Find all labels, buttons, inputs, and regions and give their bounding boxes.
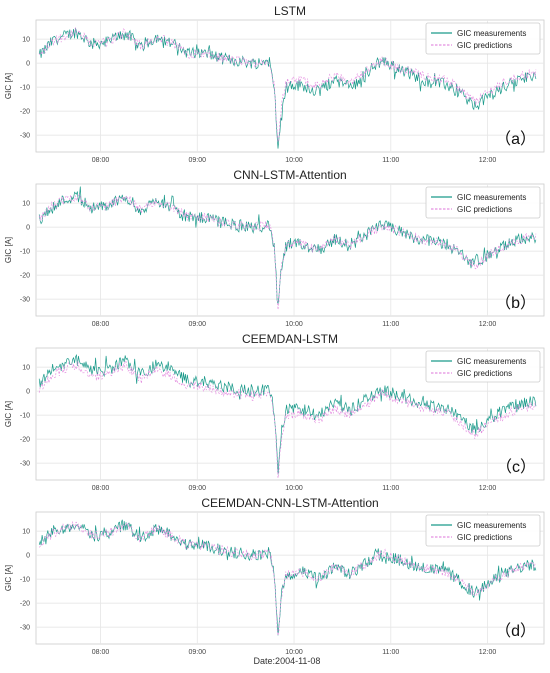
x-tick-label: 10:00	[285, 485, 303, 492]
y-tick-label: 0	[26, 553, 30, 560]
panel-title: LSTM	[274, 4, 306, 18]
panel-title: CEEMDAN-LSTM	[242, 332, 338, 346]
x-tick-label: 09:00	[189, 157, 207, 164]
y-axis-label: GIC [A]	[4, 565, 13, 591]
x-tick-label: 12:00	[479, 321, 497, 328]
panel-tag: （d）	[495, 622, 536, 640]
x-tick-label: 12:00	[479, 485, 497, 492]
x-tick-label: 12:00	[479, 649, 497, 656]
y-tick-label: 0	[26, 225, 30, 232]
y-tick-label: -20	[20, 601, 30, 608]
y-tick-label: -10	[20, 577, 30, 584]
x-tick-label: 08:00	[92, 321, 110, 328]
legend: GIC measurements GIC predictions	[425, 22, 541, 55]
panel-tag: （a）	[495, 130, 536, 148]
series-line-measurements	[38, 354, 537, 475]
legend-box	[425, 514, 541, 547]
x-tick-label: 10:00	[285, 321, 303, 328]
series-line-predictions	[38, 359, 537, 479]
y-tick-label: -30	[20, 133, 30, 140]
legend: GIC measurements GIC predictions	[425, 514, 541, 547]
y-tick-label: -10	[20, 413, 30, 420]
chart-panel: 08:00 09:00 10:00 11:00 12:00 -30 -20 -10 0 10 CNN…	[4, 168, 545, 328]
y-axis-label: GIC [A]	[4, 401, 13, 427]
panel-tag: （b）	[495, 294, 536, 312]
x-tick-label: 08:00	[92, 649, 110, 656]
legend: GIC measurements GIC predictions	[425, 350, 541, 383]
legend-label-predictions: GIC predictions	[457, 205, 512, 214]
y-tick-label: -30	[20, 461, 30, 468]
x-tick-label: 12:00	[479, 157, 497, 164]
y-tick-label: 0	[26, 61, 30, 68]
legend-label-measurements: GIC measurements	[457, 521, 526, 530]
y-axis-label: GIC [A]	[4, 237, 13, 263]
x-axis-label: Date:2004-11-08	[254, 656, 321, 666]
panel-title: CEEMDAN-CNN-LSTM-Attention	[201, 496, 378, 510]
y-tick-label: 0	[26, 389, 30, 396]
y-tick-label: -20	[20, 109, 30, 116]
x-tick-label: 11:00	[382, 485, 399, 492]
y-tick-label: -10	[20, 85, 30, 92]
legend-label-measurements: GIC measurements	[457, 29, 526, 38]
x-tick-label: 08:00	[92, 157, 110, 164]
legend: GIC measurements GIC predictions	[425, 186, 541, 219]
chart-panel: 08:00 09:00 10:00 11:00 12:00 -30 -20 -10 0 10 CEE…	[4, 332, 545, 492]
legend-label-predictions: GIC predictions	[457, 533, 512, 542]
y-tick-label: -30	[20, 297, 30, 304]
y-tick-label: -20	[20, 273, 30, 280]
x-tick-label: 09:00	[189, 649, 207, 656]
panel-title: CNN-LSTM-Attention	[233, 168, 346, 182]
y-axis-label: GIC [A]	[4, 73, 13, 99]
x-tick-label: 10:00	[285, 157, 303, 164]
x-tick-label: 10:00	[285, 649, 303, 656]
y-tick-label: 10	[22, 529, 30, 536]
x-tick-label: 11:00	[382, 649, 399, 656]
panel-tag: （c）	[496, 458, 536, 476]
series-line-measurements	[38, 186, 537, 304]
chart-panel: 08:00 09:00 10:00 11:00 12:00 -30 -20 -10 0 10 LST…	[4, 4, 545, 164]
y-tick-label: 10	[22, 365, 30, 372]
y-tick-label: 10	[22, 201, 30, 208]
y-tick-label: -30	[20, 625, 30, 632]
legend-label-measurements: GIC measurements	[457, 357, 526, 366]
legend-label-predictions: GIC predictions	[457, 41, 512, 50]
series-line-predictions	[38, 520, 536, 636]
legend-box	[425, 350, 541, 383]
series-line-predictions	[38, 27, 537, 142]
x-tick-label: 08:00	[92, 485, 110, 492]
series-line-measurements	[38, 28, 537, 149]
legend-label-predictions: GIC predictions	[457, 369, 512, 378]
legend-box	[425, 186, 541, 219]
x-tick-label: 11:00	[382, 321, 399, 328]
x-tick-label: 09:00	[189, 485, 207, 492]
y-tick-label: 10	[22, 37, 30, 44]
y-tick-label: -20	[20, 437, 30, 444]
legend-label-measurements: GIC measurements	[457, 193, 526, 202]
chart-panel: 08:00 09:00 10:00 11:00 12:00 -30 -20 -10 0 10 CEE…	[4, 496, 545, 656]
series-line-predictions	[38, 193, 537, 310]
chart-panels: 08:00 09:00 10:00 11:00 12:00 -30 -20 -10 0 10 LST…	[4, 4, 545, 656]
x-tick-label: 11:00	[382, 157, 399, 164]
series-line-measurements	[38, 519, 537, 636]
legend-box	[425, 22, 541, 55]
y-tick-label: -10	[20, 249, 30, 256]
x-tick-label: 09:00	[189, 321, 207, 328]
